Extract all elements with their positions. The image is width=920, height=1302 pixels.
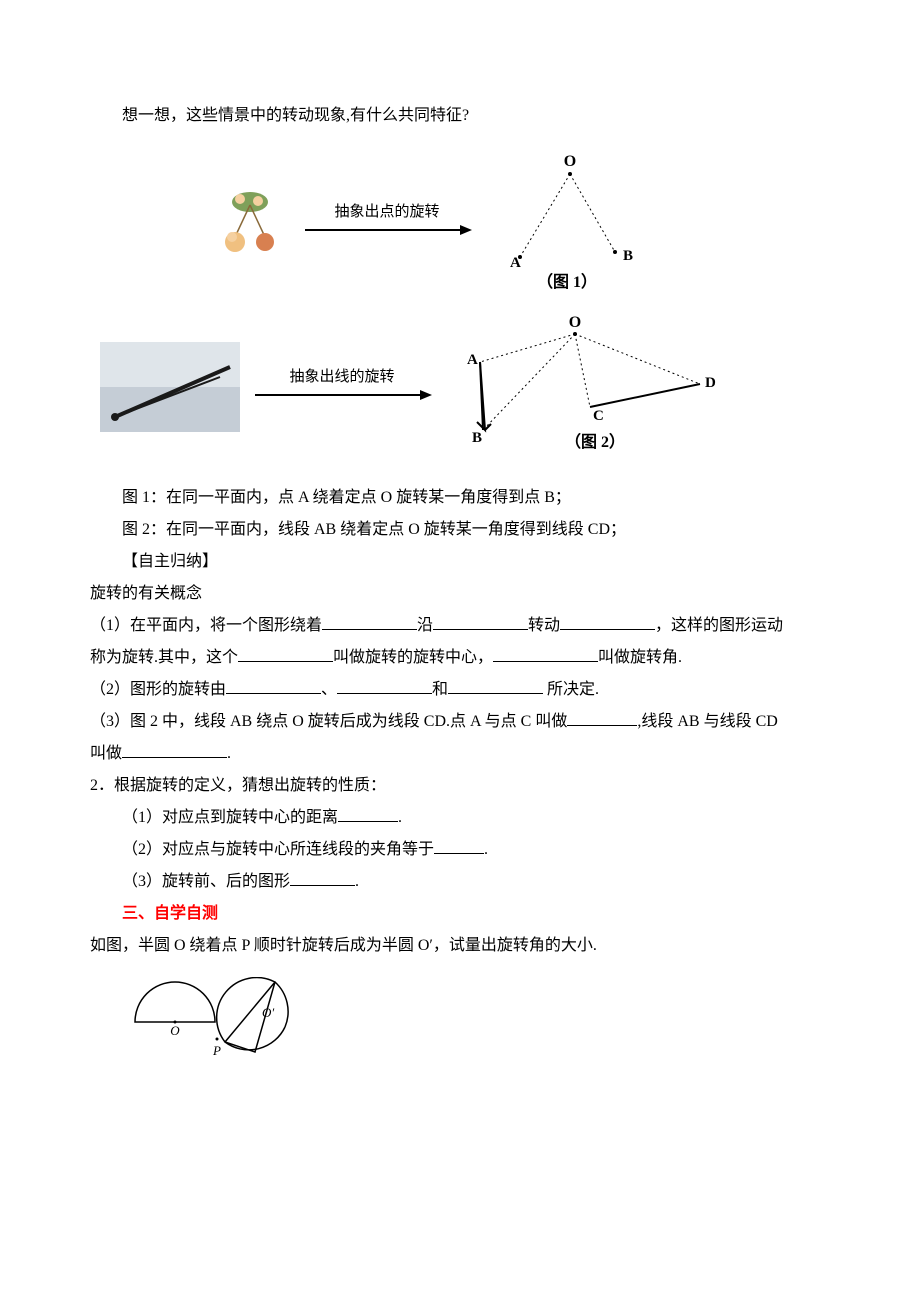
fig2-A: A [467, 352, 478, 368]
hc-P: P [212, 1043, 221, 1058]
c1g: 叫做旋转角. [598, 649, 682, 666]
blank-4 [238, 643, 333, 662]
hc-Op: O′ [262, 1005, 274, 1020]
concept-1-line1: （1）在平面内，将一个图形绕着 沿 转动 ，这样的图形运动 [90, 610, 830, 642]
c3d: . [227, 745, 231, 762]
c1a: （1）在平面内，将一个图形绕着 [90, 617, 322, 634]
fig2-C: C [593, 408, 604, 424]
concept-3-line2: 叫做. [90, 738, 830, 770]
swing-image [210, 187, 290, 257]
blank-2 [433, 611, 528, 630]
blank-12 [434, 835, 484, 854]
concept-3-line1: （3）图 2 中，线段 AB 绕点 O 旋转后成为线段 CD.点 A 与点 C … [90, 706, 830, 738]
concept-1-line2: 称为旋转.其中，这个 叫做旋转的旋转中心， 叫做旋转角. [90, 642, 830, 674]
desc-2: 图 2：在同一平面内，线段 AB 绕着定点 O 旋转某一角度得到线段 CD； [90, 514, 830, 546]
c3c: 叫做 [90, 745, 122, 762]
c3a: （3）图 2 中，线段 AB 绕点 O 旋转后成为线段 CD.点 A 与点 C … [90, 713, 567, 730]
half-circle-diagram: O O′ P [120, 977, 830, 1067]
blank-8 [448, 675, 543, 694]
fig2-caption: （图 2） [565, 433, 625, 451]
p2-2b: . [484, 841, 488, 858]
arrow2-label: 抽象出线的旋转 [289, 368, 394, 385]
c2d: 所决定. [543, 681, 599, 698]
blank-5 [493, 643, 598, 662]
section-3-title: 三、自学自测 [90, 898, 830, 930]
c1c: 转动 [528, 617, 560, 634]
fig2-D: D [705, 375, 716, 391]
c1d: ，这样的图形运动 [655, 617, 783, 634]
zizhu-guina: 【自主归纳】 [90, 546, 830, 578]
blank-7 [337, 675, 432, 694]
fig2-B: B [472, 430, 482, 446]
c3b: ,线段 AB 与线段 CD [637, 713, 777, 730]
blank-13 [290, 867, 355, 886]
blank-3 [560, 611, 655, 630]
p2: 2．根据旋转的定义，猜想出旋转的性质： [90, 770, 830, 802]
concept-2: （2）图形的旋转由 、 和 所决定. [90, 674, 830, 706]
diagram-2-svg: O A B C D （图 2） [445, 312, 725, 462]
p2-1a: （1）对应点到旋转中心的距离 [122, 809, 338, 826]
fig1-O: O [564, 153, 576, 170]
q3: 如图，半圆 O 绕着点 P 顺时针旋转后成为半圆 O′，试量出旋转角的大小. [90, 930, 830, 962]
concept-title: 旋转的有关概念 [90, 578, 830, 610]
blank-10 [122, 739, 227, 758]
c2c: 和 [432, 681, 448, 698]
p2-3: （3）旋转前、后的图形. [90, 866, 830, 898]
c1b: 沿 [417, 617, 433, 634]
arrow-2: 抽象出线的旋转 [250, 367, 435, 407]
p2-3b: . [355, 873, 359, 890]
c2a: （2）图形的旋转由 [90, 681, 226, 698]
p2-2: （2）对应点与旋转中心所连线段的夹角等于. [90, 834, 830, 866]
fig2-O: O [569, 314, 581, 331]
hc-O: O [170, 1023, 180, 1038]
diagram-1-svg: O A B （图 1） [485, 152, 655, 292]
c1e: 称为旋转.其中，这个 [90, 649, 238, 666]
fig1-caption: （图 1） [537, 273, 597, 291]
p2-1: （1）对应点到旋转中心的距离. [90, 802, 830, 834]
p2-1b: . [398, 809, 402, 826]
diagram-2-row: 抽象出线的旋转 O A B C D （图 2） [10, 312, 830, 462]
fig1-A: A [510, 255, 521, 271]
wiper-image [100, 342, 240, 432]
desc-1: 图 1：在同一平面内，点 A 绕着定点 O 旋转某一角度得到点 B； [90, 482, 830, 514]
arrow-1: 抽象出点的旋转 [300, 202, 475, 242]
p2-3a: （3）旋转前、后的图形 [122, 873, 290, 890]
fig1-B: B [623, 248, 633, 264]
blank-11 [338, 803, 398, 822]
swing-icon [210, 187, 290, 257]
blank-6 [226, 675, 321, 694]
blank-1 [322, 611, 417, 630]
blank-9 [567, 707, 637, 726]
c2b: 、 [321, 681, 337, 698]
p2-2a: （2）对应点与旋转中心所连线段的夹角等于 [122, 841, 434, 858]
c1f: 叫做旋转的旋转中心， [333, 649, 493, 666]
intro-text: 想一想，这些情景中的转动现象,有什么共同特征? [90, 100, 830, 132]
arrow1-label: 抽象出点的旋转 [334, 203, 439, 220]
diagram-1-row: 抽象出点的旋转 O A B （图 1） [90, 152, 830, 292]
